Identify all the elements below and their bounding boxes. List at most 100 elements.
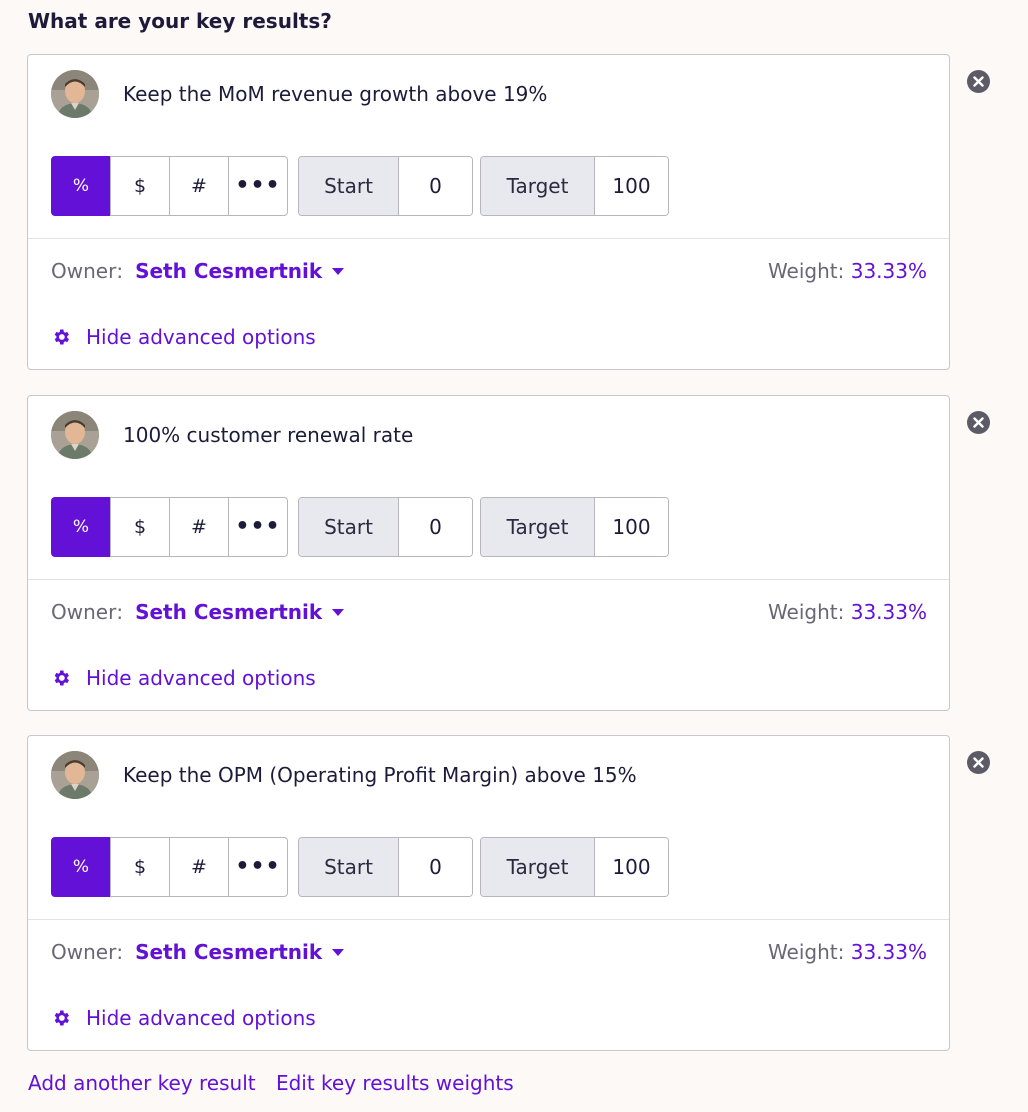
owner-label: Owner	[51, 600, 117, 624]
start-label: Start	[299, 157, 399, 215]
unit-option-label: %	[72, 517, 90, 537]
owner-avatar	[51, 70, 99, 118]
unit-option-label: •••	[235, 854, 281, 879]
weight-label: Weight:	[767, 600, 845, 624]
unit-option-label: $	[133, 175, 147, 197]
owner-row: Owner: Seth Cesmertnik	[51, 259, 345, 283]
owner-avatar	[51, 751, 99, 799]
start-input[interactable]: 0	[399, 157, 472, 215]
unit-option-label: %	[72, 857, 90, 877]
weight-value: 33.33%	[850, 940, 927, 964]
owner-avatar	[51, 411, 99, 459]
target-input[interactable]: 100	[595, 498, 668, 556]
target-label: Target	[481, 838, 595, 896]
caret-down-icon[interactable]	[332, 608, 345, 616]
weight-row: Weight: 33.33%	[768, 259, 927, 283]
card-divider	[28, 579, 949, 580]
unit-number-button[interactable]: #	[169, 497, 229, 557]
gear-icon	[54, 670, 69, 686]
owner-label: Owner	[51, 940, 117, 964]
card-divider	[28, 238, 949, 239]
weight-label: Weight:	[767, 259, 845, 283]
footer-links: Add another key result Edit key results …	[28, 1071, 528, 1095]
unit-dollar-button[interactable]: $	[110, 837, 170, 897]
key-result-card: 100% customer renewal rate % $ # ••• Start …	[27, 395, 950, 711]
remove-key-result-button[interactable]	[967, 70, 990, 93]
caret-down-icon[interactable]	[332, 267, 345, 275]
owner-colon: :	[116, 600, 124, 624]
owner-colon: :	[116, 940, 124, 964]
add-key-result-link[interactable]: Add another key result	[28, 1071, 256, 1095]
close-circle-icon	[973, 757, 984, 768]
owner-dropdown[interactable]: Seth Cesmertnik	[135, 940, 323, 964]
card-divider	[28, 919, 949, 920]
gear-icon	[54, 1010, 69, 1026]
unit-option-label: #	[191, 856, 207, 878]
unit-option-label: #	[191, 516, 207, 538]
unit-more-button[interactable]: •••	[228, 497, 288, 557]
unit-option-label: %	[72, 176, 90, 196]
owner-row: Owner: Seth Cesmertnik	[51, 600, 345, 624]
unit-percent-button[interactable]: %	[51, 837, 111, 897]
close-circle-icon	[973, 417, 984, 428]
owner-label: Owner	[51, 259, 117, 283]
start-label: Start	[299, 838, 399, 896]
unit-number-button[interactable]: #	[169, 837, 229, 897]
start-field: Start 0	[298, 156, 473, 216]
advanced-options-label[interactable]: Hide advanced options	[86, 1006, 316, 1030]
owner-dropdown[interactable]: Seth Cesmertnik	[135, 600, 323, 624]
target-field: Target 100	[480, 497, 669, 557]
owner-dropdown[interactable]: Seth Cesmertnik	[135, 259, 323, 283]
key-results-heading: What are your key results?	[28, 9, 332, 33]
unit-more-button[interactable]: •••	[228, 837, 288, 897]
unit-option-label: •••	[235, 514, 281, 539]
hide-advanced-options-link[interactable]: Hide advanced options	[51, 1006, 316, 1030]
unit-option-label: #	[191, 175, 207, 197]
unit-option-label: $	[133, 856, 147, 878]
key-result-card: Keep the MoM revenue growth above 19% % $…	[27, 54, 950, 370]
weight-row: Weight: 33.33%	[768, 940, 927, 964]
target-label: Target	[481, 157, 595, 215]
advanced-options-label[interactable]: Hide advanced options	[86, 666, 316, 690]
unit-dollar-button[interactable]: $	[110, 156, 170, 216]
target-field: Target 100	[480, 837, 669, 897]
weight-value: 33.33%	[850, 259, 927, 283]
unit-option-label: •••	[235, 173, 281, 198]
weight-value: 33.33%	[850, 600, 927, 624]
unit-dollar-button[interactable]: $	[110, 497, 170, 557]
remove-key-result-button[interactable]	[967, 751, 990, 774]
start-label: Start	[299, 498, 399, 556]
hide-advanced-options-link[interactable]: Hide advanced options	[51, 325, 316, 349]
start-field: Start 0	[298, 497, 473, 557]
start-field: Start 0	[298, 837, 473, 897]
hide-advanced-options-link[interactable]: Hide advanced options	[51, 666, 316, 690]
key-result-title[interactable]: Keep the OPM (Operating Profit Margin) a…	[123, 763, 637, 787]
owner-colon: :	[116, 259, 124, 283]
unit-percent-button[interactable]: %	[51, 156, 111, 216]
unit-percent-button[interactable]: %	[51, 497, 111, 557]
close-circle-icon	[973, 76, 984, 87]
start-input[interactable]: 0	[399, 838, 472, 896]
unit-more-button[interactable]: •••	[228, 156, 288, 216]
target-label: Target	[481, 498, 595, 556]
caret-down-icon[interactable]	[332, 948, 345, 956]
gear-icon	[54, 329, 69, 345]
start-input[interactable]: 0	[399, 498, 472, 556]
key-result-title[interactable]: 100% customer renewal rate	[123, 423, 414, 447]
remove-key-result-button[interactable]	[967, 411, 990, 434]
unit-selector: % $ # •••	[51, 497, 288, 557]
weight-label: Weight:	[767, 940, 845, 964]
unit-option-label: $	[133, 516, 147, 538]
unit-selector: % $ # •••	[51, 837, 288, 897]
edit-weights-link[interactable]: Edit key results weights	[275, 1071, 514, 1095]
owner-row: Owner: Seth Cesmertnik	[51, 940, 345, 964]
advanced-options-label[interactable]: Hide advanced options	[86, 325, 316, 349]
key-result-card: Keep the OPM (Operating Profit Margin) a…	[27, 735, 950, 1051]
target-input[interactable]: 100	[595, 157, 668, 215]
weight-row: Weight: 33.33%	[768, 600, 927, 624]
unit-number-button[interactable]: #	[169, 156, 229, 216]
target-field: Target 100	[480, 156, 669, 216]
key-result-title[interactable]: Keep the MoM revenue growth above 19%	[123, 82, 548, 106]
unit-selector: % $ # •••	[51, 156, 288, 216]
target-input[interactable]: 100	[595, 838, 668, 896]
